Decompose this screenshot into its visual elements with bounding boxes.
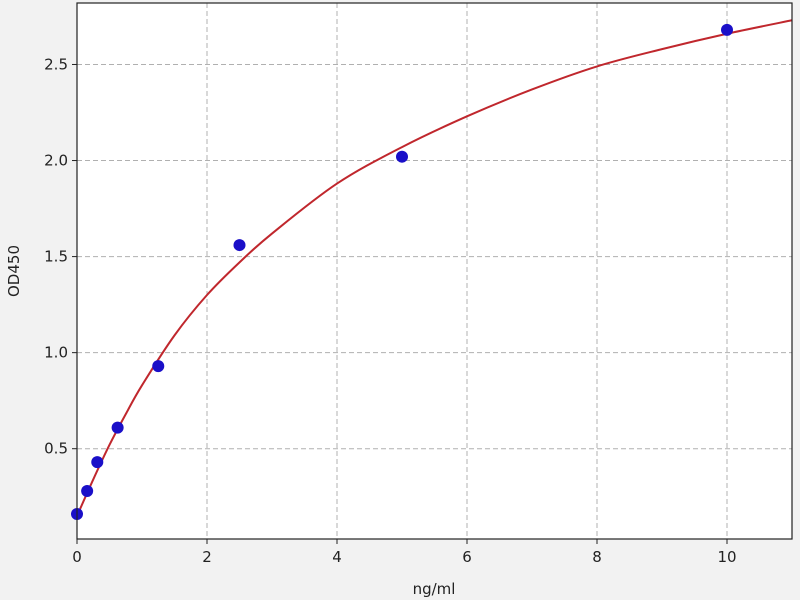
x-tick-label: 8 <box>592 548 602 566</box>
y-tick-label: 0.5 <box>44 440 68 458</box>
fit-curve <box>76 19 793 517</box>
grid <box>77 3 792 539</box>
data-point <box>233 239 246 252</box>
data-point <box>91 456 104 469</box>
x-tick-label: 10 <box>717 548 736 566</box>
x-tick-label: 6 <box>462 548 472 566</box>
y-axis-label: OD450 <box>5 245 23 297</box>
data-point <box>152 360 165 373</box>
y-ticks: 0.5 1.0 1.5 2.0 2.5 <box>44 55 77 458</box>
data-point <box>396 150 408 163</box>
data-point <box>81 484 94 497</box>
x-tick-label: 0 <box>72 548 82 566</box>
y-tick-label: 2.0 <box>44 152 68 170</box>
data-point <box>111 421 124 434</box>
x-ticks: 0 2 4 6 8 10 <box>72 539 737 566</box>
y-tick-label: 1.0 <box>44 344 68 362</box>
plot-frame <box>76 2 793 540</box>
data-points <box>71 23 733 521</box>
x-tick-label: 2 <box>202 548 212 566</box>
x-tick-label: 4 <box>332 548 342 566</box>
y-tick-label: 1.5 <box>44 248 68 266</box>
x-axis-label: ng/ml <box>413 580 456 598</box>
plot-area <box>77 3 792 539</box>
y-tick-label: 2.5 <box>44 55 68 73</box>
data-point <box>721 23 733 36</box>
